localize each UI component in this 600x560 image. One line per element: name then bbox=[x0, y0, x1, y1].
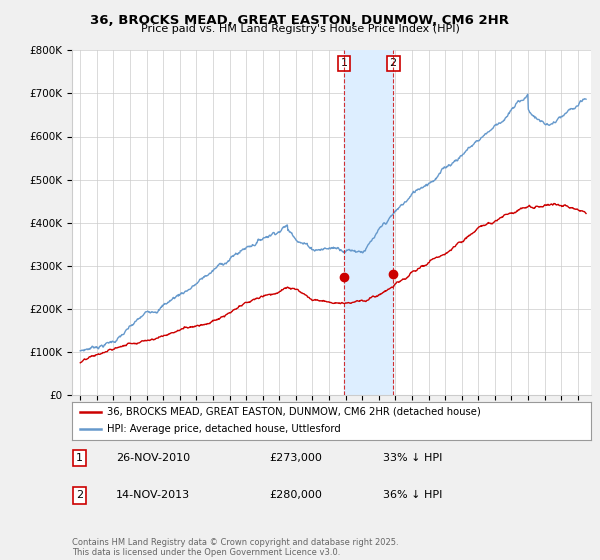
Bar bbox=[344, 50, 393, 395]
Text: 2: 2 bbox=[76, 491, 83, 501]
Text: 36% ↓ HPI: 36% ↓ HPI bbox=[383, 491, 443, 501]
Text: 33% ↓ HPI: 33% ↓ HPI bbox=[383, 453, 443, 463]
Text: 1: 1 bbox=[76, 453, 83, 463]
Text: 36, BROCKS MEAD, GREAT EASTON, DUNMOW, CM6 2HR (detached house): 36, BROCKS MEAD, GREAT EASTON, DUNMOW, C… bbox=[107, 407, 481, 417]
Text: £273,000: £273,000 bbox=[269, 453, 322, 463]
Text: 36, BROCKS MEAD, GREAT EASTON, DUNMOW, CM6 2HR: 36, BROCKS MEAD, GREAT EASTON, DUNMOW, C… bbox=[91, 14, 509, 27]
Text: HPI: Average price, detached house, Uttlesford: HPI: Average price, detached house, Uttl… bbox=[107, 424, 341, 435]
Text: Contains HM Land Registry data © Crown copyright and database right 2025.
This d: Contains HM Land Registry data © Crown c… bbox=[72, 538, 398, 557]
Text: 2: 2 bbox=[389, 58, 397, 68]
Text: 14-NOV-2013: 14-NOV-2013 bbox=[116, 491, 190, 501]
Text: Price paid vs. HM Land Registry's House Price Index (HPI): Price paid vs. HM Land Registry's House … bbox=[140, 24, 460, 34]
Text: 26-NOV-2010: 26-NOV-2010 bbox=[116, 453, 190, 463]
Text: £280,000: £280,000 bbox=[269, 491, 322, 501]
Text: 1: 1 bbox=[340, 58, 347, 68]
